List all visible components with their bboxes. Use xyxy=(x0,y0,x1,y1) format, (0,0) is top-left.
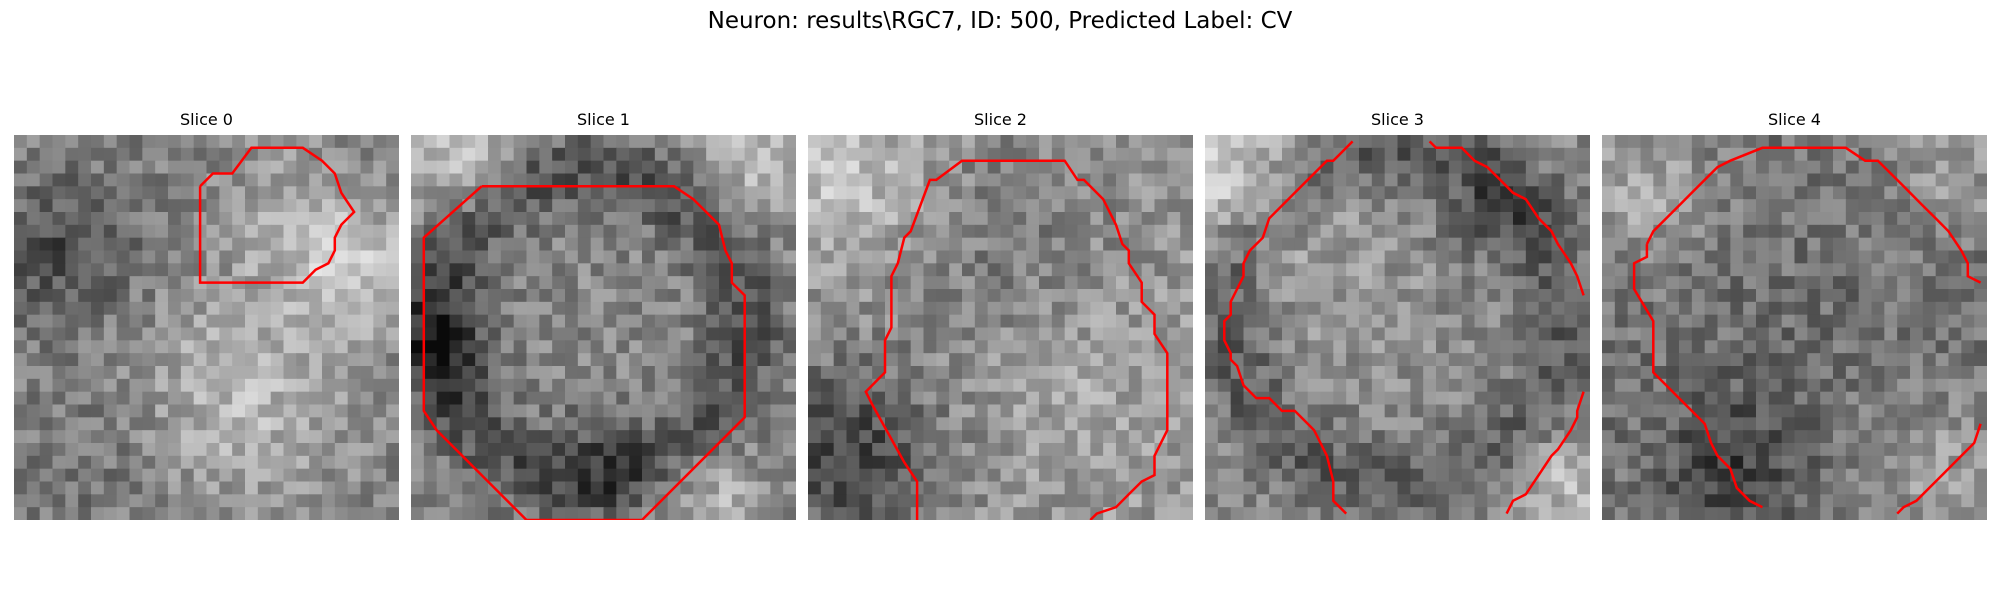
slice-image-3 xyxy=(1205,135,1590,520)
slice-3-contour-1 xyxy=(1428,140,1585,296)
slice-0-contour-0 xyxy=(198,146,356,284)
slice-panel-1: Slice 1 xyxy=(411,108,796,520)
slice-2-contour-0 xyxy=(864,159,1169,520)
slice-title-3: Slice 3 xyxy=(1371,110,1424,129)
slice-image-4 xyxy=(1602,135,1987,520)
slice-title-4: Slice 4 xyxy=(1768,110,1821,129)
slice-image-0 xyxy=(14,135,399,520)
slice-title-0: Slice 0 xyxy=(180,110,233,129)
slice-image-2 xyxy=(808,135,1193,520)
slice-title-1: Slice 1 xyxy=(577,110,630,129)
slice-3-contour-0 xyxy=(1223,140,1354,515)
figure-title: Neuron: results\RGC7, ID: 500, Predicted… xyxy=(707,8,1293,34)
slice-title-2: Slice 2 xyxy=(974,110,1027,129)
slice-panel-4: Slice 4 xyxy=(1602,108,1987,520)
slice-4-contour-0 xyxy=(1645,146,1982,284)
slice-4-contour-1 xyxy=(1632,244,1763,509)
slice-image-1 xyxy=(411,135,796,520)
slice-1-contour-0 xyxy=(422,185,746,520)
slice-3-contour-2 xyxy=(1505,391,1585,515)
slice-panel-0: Slice 0 xyxy=(14,108,399,520)
slice-panel-2: Slice 2 xyxy=(808,108,1193,520)
slice-4-contour-2 xyxy=(1896,423,1982,515)
slice-panel-3: Slice 3 xyxy=(1205,108,1590,520)
